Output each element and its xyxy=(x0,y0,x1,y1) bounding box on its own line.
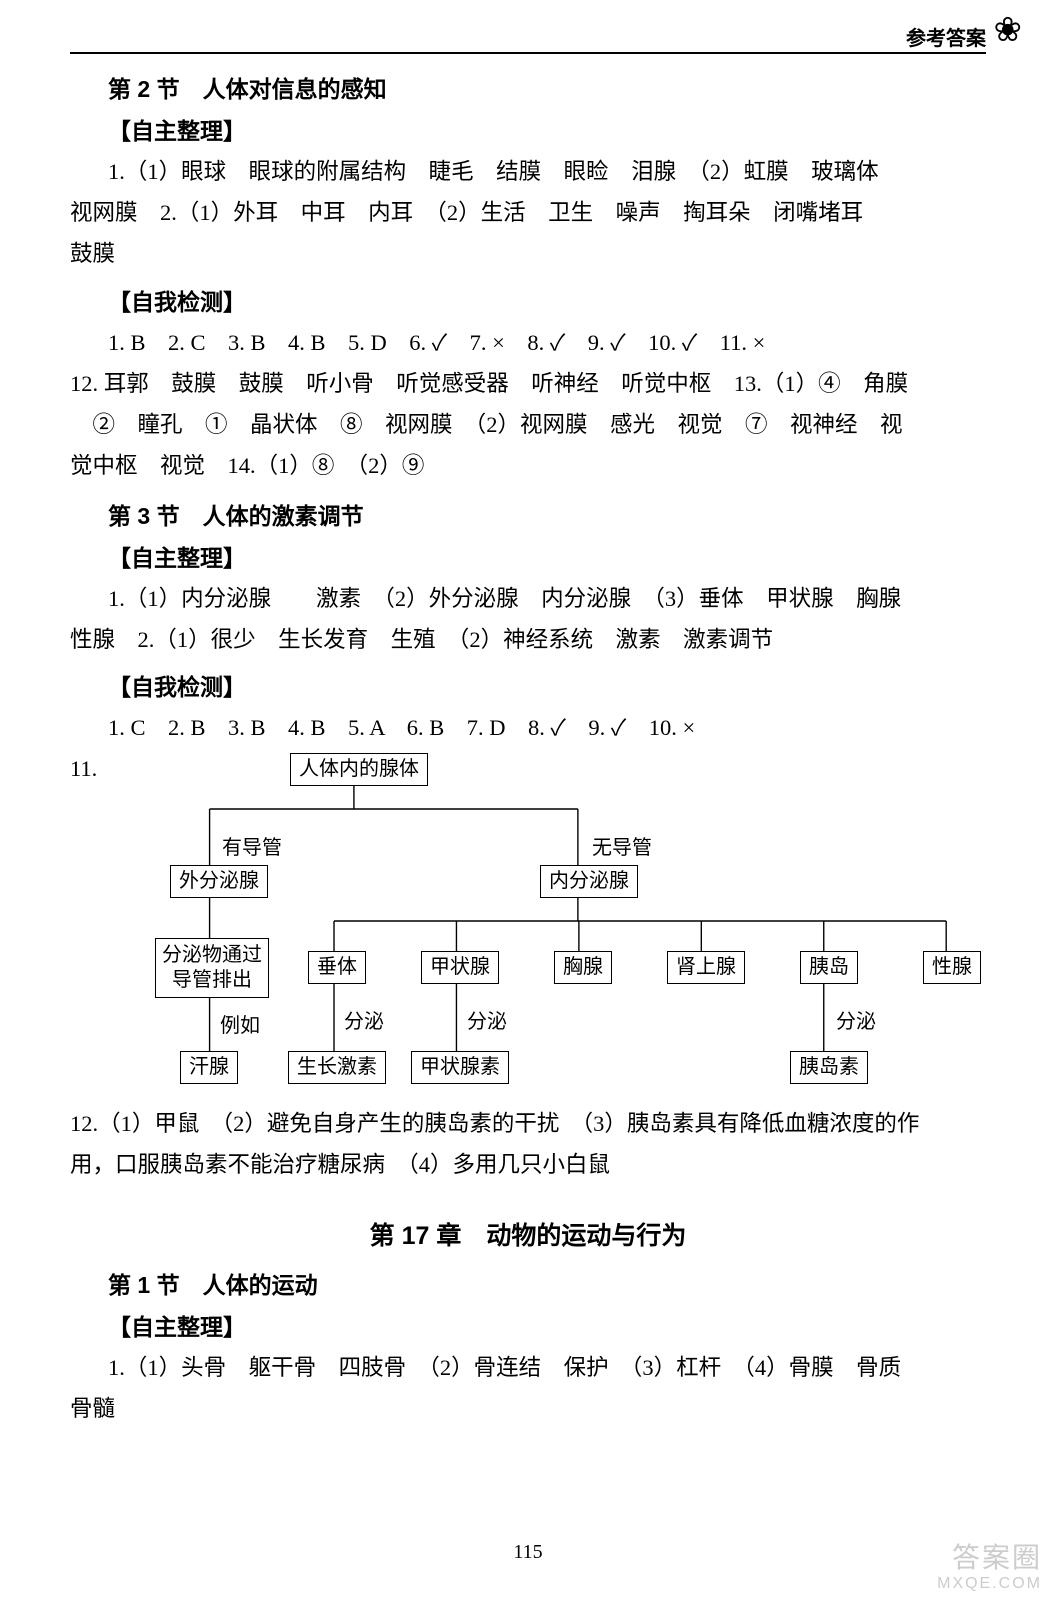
gland-diagram: 人体内的腺体 有导管 无导管 外分泌腺 内分泌腺 分泌物通过 导管排出 例如 汗… xyxy=(120,753,986,1098)
ch17-sec1-title: 第 1 节 人体的运动 xyxy=(108,1266,986,1300)
sec2-jc-line1: 1. B 2. C 3. B 4. B 5. D 6. ✓ 7. × 8. ✓ … xyxy=(70,323,986,364)
q11-label: 11. xyxy=(70,749,110,790)
sec3-title: 第 3 节 人体的激素调节 xyxy=(108,497,986,531)
node-left-leaf: 汗腺 xyxy=(180,1051,238,1084)
page-number: 115 xyxy=(0,1541,1056,1564)
ch17-zz-title: 【自主整理】 xyxy=(108,1308,986,1342)
node-gland-3: 胸腺 xyxy=(554,951,612,984)
sec3-jc-title: 【自我检测】 xyxy=(108,668,986,702)
watermark: 答案圈 MXQE.COM xyxy=(937,1542,1042,1593)
node-gland-6: 性腺 xyxy=(923,951,981,984)
header-flourish: ❀ xyxy=(994,10,1023,50)
node-right-branch: 内分泌腺 xyxy=(540,865,638,898)
sec3-jc-line1: 1. C 2. B 3. B 4. B 5. A 6. B 7. D 8. ✓ … xyxy=(70,708,986,749)
sec2-jc-line4: 觉中枢 视觉 14.（1）⑧ （2）⑨ xyxy=(70,446,986,487)
label-secrete-5: 分泌 xyxy=(836,1005,876,1034)
label-secrete-2: 分泌 xyxy=(467,1005,507,1034)
diagram-connectors xyxy=(120,753,986,1098)
ch17-zz-line2: 骨髓 xyxy=(70,1389,986,1430)
watermark-line1: 答案圈 xyxy=(937,1542,1042,1574)
sec2-title: 第 2 节 人体对信息的感知 xyxy=(108,70,986,104)
node-gland-2: 甲状腺 xyxy=(421,951,499,984)
sec2-zz-title: 【自主整理】 xyxy=(108,112,986,146)
edge-label-left: 有导管 xyxy=(222,831,282,860)
sec3-zz-title: 【自主整理】 xyxy=(108,539,986,573)
node-left-desc: 分泌物通过 导管排出 xyxy=(155,938,269,998)
sec2-zz-line1: 1.（1）眼球 眼球的附属结构 睫毛 结膜 眼睑 泪腺 （2）虹膜 玻璃体 xyxy=(70,152,986,193)
label-example: 例如 xyxy=(220,1009,260,1038)
node-hormone-2: 甲状腺素 xyxy=(411,1051,509,1084)
node-gland-1: 垂体 xyxy=(308,951,366,984)
sec2-zz-line2: 视网膜 2.（1）外耳 中耳 内耳 （2）生活 卫生 噪声 掏耳朵 闭嘴堵耳 xyxy=(70,193,986,234)
node-hormone-5: 胰岛素 xyxy=(790,1051,868,1084)
sec3-zz-line1: 1.（1）内分泌腺 激素 （2）外分泌腺 内分泌腺 （3）垂体 甲状腺 胸腺 xyxy=(70,579,986,620)
sec2-zz-line3: 鼓膜 xyxy=(70,234,986,275)
sec2-jc-line2: 12. 耳郭 鼓膜 鼓膜 听小骨 听觉感受器 听神经 听觉中枢 13.（1）④ … xyxy=(70,364,986,405)
left-desc-line2: 导管排出 xyxy=(172,969,252,991)
sec2-jc-line3: ② 瞳孔 ① 晶状体 ⑧ 视网膜 （2）视网膜 感光 视觉 ⑦ 视神经 视 xyxy=(70,405,986,446)
node-left-branch: 外分泌腺 xyxy=(170,865,268,898)
label-secrete-1: 分泌 xyxy=(344,1005,384,1034)
edge-label-right: 无导管 xyxy=(592,831,652,860)
header-label: 参考答案 xyxy=(906,22,986,51)
node-hormone-1: 生长激素 xyxy=(288,1051,386,1084)
node-gland-4: 肾上腺 xyxy=(667,951,745,984)
q12-line2: 用，口服胰岛素不能治疗糖尿病 （4）多用几只小白鼠 xyxy=(70,1145,986,1186)
watermark-line2: MXQE.COM xyxy=(937,1575,1042,1593)
q12-line1: 12.（1）甲鼠 （2）避免自身产生的胰岛素的干扰 （3）胰岛素具有降低血糖浓度… xyxy=(70,1104,986,1145)
node-root: 人体内的腺体 xyxy=(290,753,428,786)
ch17-zz-line1: 1.（1）头骨 躯干骨 四肢骨 （2）骨连结 保护 （3）杠杆 （4）骨膜 骨质 xyxy=(70,1348,986,1389)
sec2-jc-title: 【自我检测】 xyxy=(108,283,986,317)
sec3-zz-line2: 性腺 2.（1）很少 生长发育 生殖 （2）神经系统 激素 激素调节 xyxy=(70,620,986,661)
header-rule xyxy=(70,52,986,54)
left-desc-line1: 分泌物通过 xyxy=(162,944,262,966)
ch17-title: 第 17 章 动物的运动与行为 xyxy=(70,1216,986,1252)
node-gland-5: 胰岛 xyxy=(800,951,858,984)
